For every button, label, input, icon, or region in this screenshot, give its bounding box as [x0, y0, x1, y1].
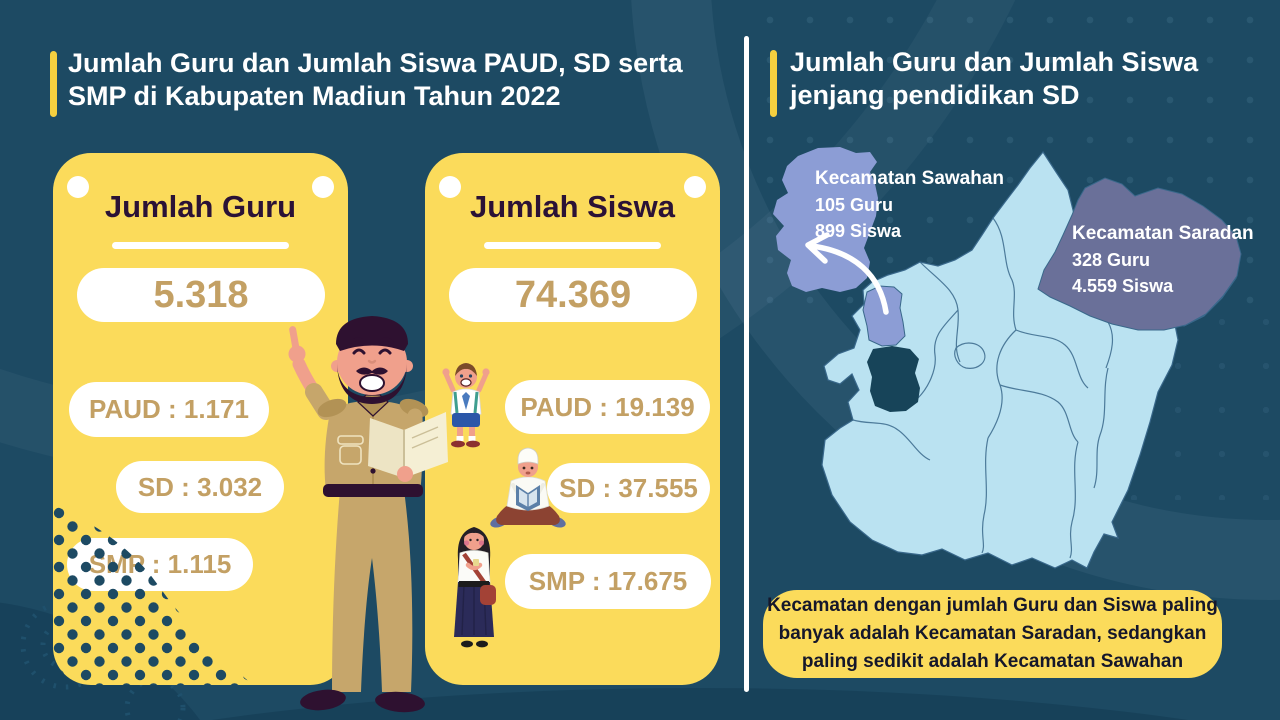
right-panel-title: Jumlah Guru dan Jumlah Siswa jenjang pen…	[790, 46, 1270, 112]
map-sawahan-enlarged	[773, 147, 878, 292]
sawahan-guru: 105 Guru	[815, 195, 894, 215]
sawahan-name: Kecamatan Sawahan	[815, 168, 1005, 189]
card-title-underline	[484, 242, 661, 249]
right-title-line1: Jumlah Guru dan Jumlah Siswa	[790, 47, 1199, 77]
card-pinhole	[684, 176, 706, 198]
siswa-paud-value: PAUD : 19.139	[505, 380, 710, 434]
left-title-line1: Jumlah Guru dan Jumlah Siswa PAUD, SD se…	[68, 48, 683, 78]
note-line3: paling sedikit adalah Kecamatan Sawahan	[801, 651, 1184, 672]
card-title-guru: Jumlah Guru	[104, 189, 297, 224]
saradan-siswa: 4.559 Siswa	[1072, 276, 1174, 296]
left-panel-title: Jumlah Guru dan Jumlah Siswa PAUD, SD se…	[68, 47, 748, 113]
callout-arrow	[805, 232, 889, 315]
note-line1: Kecamatan dengan jumlah Guru dan Siswa p…	[767, 595, 1218, 616]
sawahan-siswa: 899 Siswa	[815, 221, 902, 241]
right-title-line2: jenjang pendidikan SD	[790, 80, 1080, 110]
siswa-sd-value: SD : 37.555	[547, 463, 710, 513]
conclusion-note: Kecamatan dengan jumlah Guru dan Siswa p…	[763, 590, 1222, 678]
card-title-underline	[112, 242, 289, 249]
left-title-line2: SMP di Kabupaten Madiun Tahun 2022	[68, 81, 561, 111]
card-title-siswa: Jumlah Siswa	[469, 189, 676, 224]
madiun-district-map	[773, 147, 1242, 569]
guru-sd-value: SD : 3.032	[116, 461, 284, 513]
map-region-saradan	[1037, 177, 1242, 331]
card-dots-decoration	[53, 505, 253, 685]
cheering-boy-illustration	[442, 363, 490, 448]
note-line2: banyak adalah Kecamatan Saradan, sedangk…	[778, 623, 1207, 644]
map-region-dark	[867, 346, 920, 412]
title-accent-bar	[50, 51, 57, 117]
title-accent-bar	[770, 50, 777, 117]
card-jumlah-guru: Jumlah Guru 5.318 PAUD : 1.171 SD : 3.03…	[53, 153, 348, 685]
callout-sawahan: Kecamatan Sawahan 105 Guru 899 Siswa	[815, 166, 1045, 244]
schoolgirl-illustration	[454, 527, 496, 648]
panel-divider	[744, 36, 749, 692]
card-pinhole	[67, 176, 89, 198]
guru-total-value: 5.318	[77, 268, 325, 322]
siswa-smp-value: SMP : 17.675	[505, 554, 711, 609]
saradan-name: Kecamatan Saradan	[1072, 223, 1254, 244]
reading-boy-illustration	[490, 447, 566, 528]
saradan-guru: 328 Guru	[1072, 250, 1151, 270]
card-pinhole	[439, 176, 461, 198]
card-pinhole	[312, 176, 334, 198]
map-region-sawahan-small	[862, 285, 906, 347]
guru-paud-value: PAUD : 1.171	[69, 382, 269, 437]
teacher-illustration	[288, 316, 448, 713]
siswa-total-value: 74.369	[449, 268, 697, 322]
callout-saradan: Kecamatan Saradan 328 Guru 4.559 Siswa	[1072, 221, 1280, 299]
